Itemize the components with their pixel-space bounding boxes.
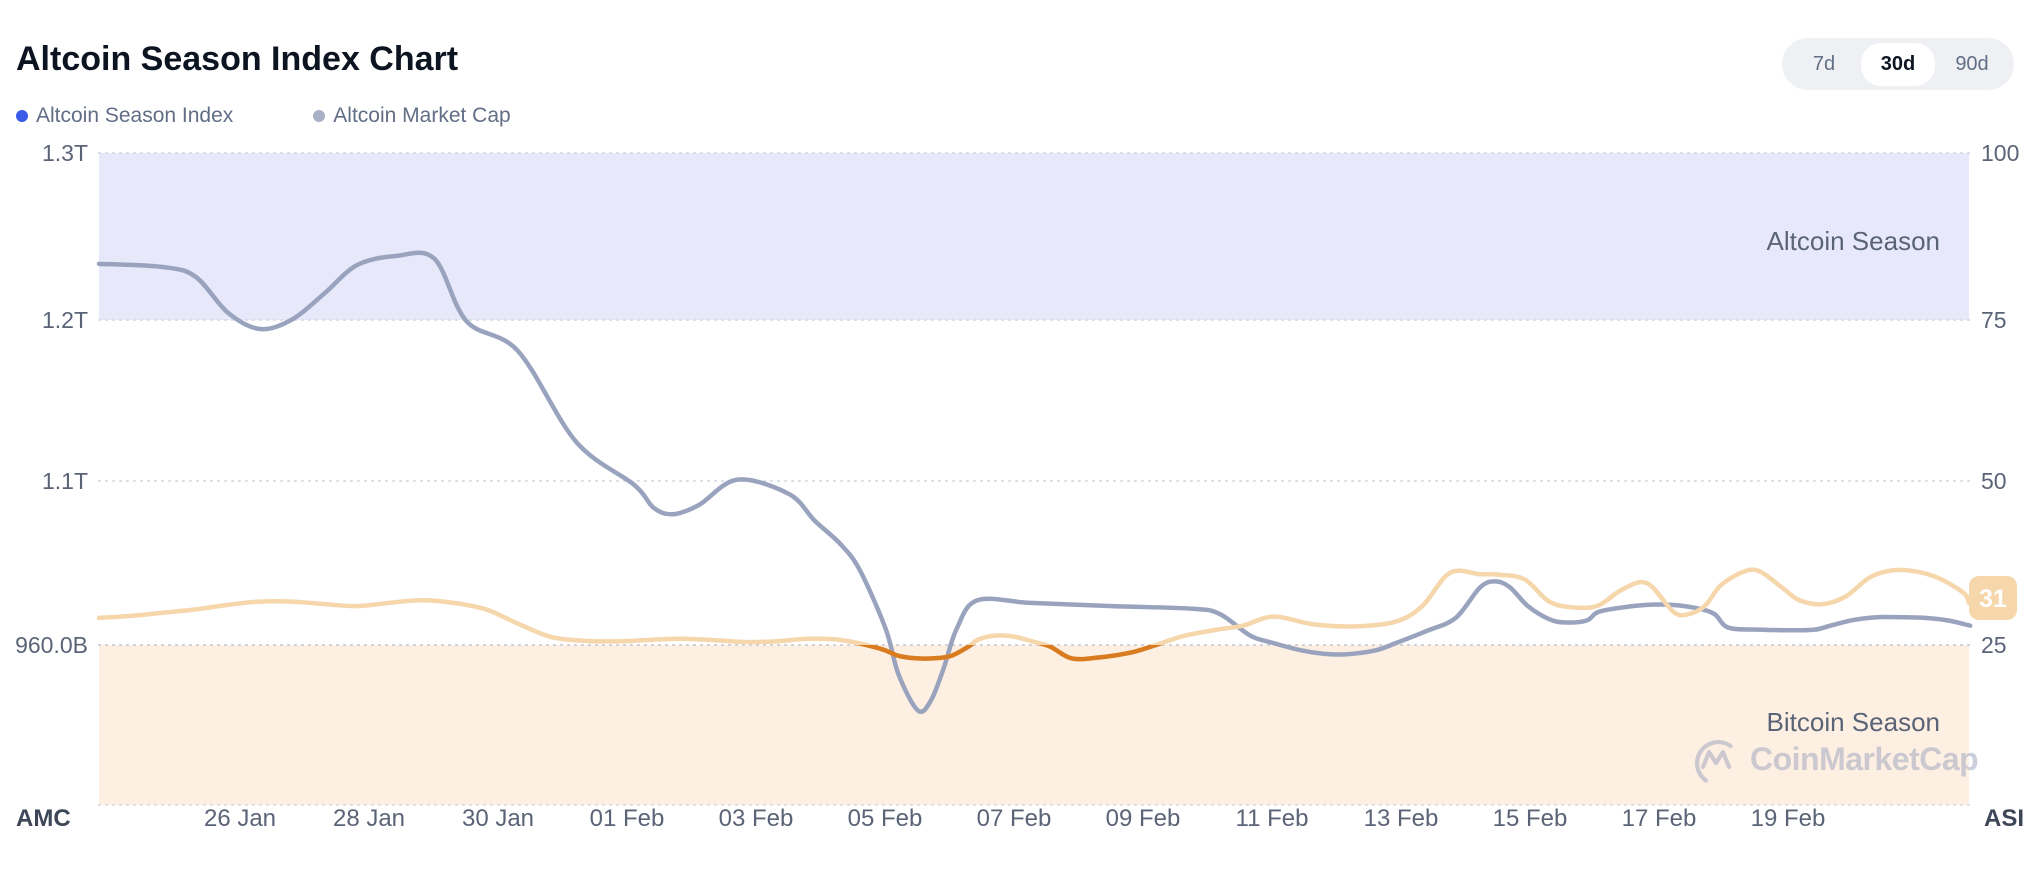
svg-text:26 Jan: 26 Jan (204, 805, 276, 832)
svg-text:1.1T: 1.1T (42, 468, 88, 494)
svg-text:1.3T: 1.3T (42, 140, 88, 166)
svg-text:CoinMarketCap: CoinMarketCap (1750, 741, 1978, 777)
svg-text:AMC: AMC (16, 805, 71, 832)
svg-text:25: 25 (1981, 632, 2007, 658)
svg-text:05 Feb: 05 Feb (848, 805, 923, 832)
svg-text:13 Feb: 13 Feb (1364, 805, 1439, 832)
svg-text:960.0B: 960.0B (15, 632, 88, 658)
svg-text:11 Feb: 11 Feb (1236, 805, 1309, 832)
svg-text:Bitcoin Season: Bitcoin Season (1767, 707, 1940, 737)
svg-text:17 Feb: 17 Feb (1622, 805, 1697, 832)
svg-text:28 Jan: 28 Jan (333, 805, 405, 832)
svg-text:31: 31 (1979, 585, 2007, 613)
svg-text:19 Feb: 19 Feb (1751, 805, 1826, 832)
svg-text:1.2T: 1.2T (42, 307, 88, 333)
svg-text:100: 100 (1981, 140, 2019, 166)
svg-text:03 Feb: 03 Feb (719, 805, 794, 832)
svg-text:75: 75 (1981, 307, 2007, 333)
svg-text:30 Jan: 30 Jan (462, 805, 534, 832)
svg-text:09 Feb: 09 Feb (1106, 805, 1181, 832)
svg-text:50: 50 (1981, 468, 2007, 494)
svg-text:ASI: ASI (1984, 805, 2024, 832)
svg-text:Altcoin Season: Altcoin Season (1767, 226, 1940, 256)
svg-text:01 Feb: 01 Feb (590, 805, 665, 832)
svg-text:07 Feb: 07 Feb (977, 805, 1052, 832)
svg-text:15 Feb: 15 Feb (1493, 805, 1568, 832)
